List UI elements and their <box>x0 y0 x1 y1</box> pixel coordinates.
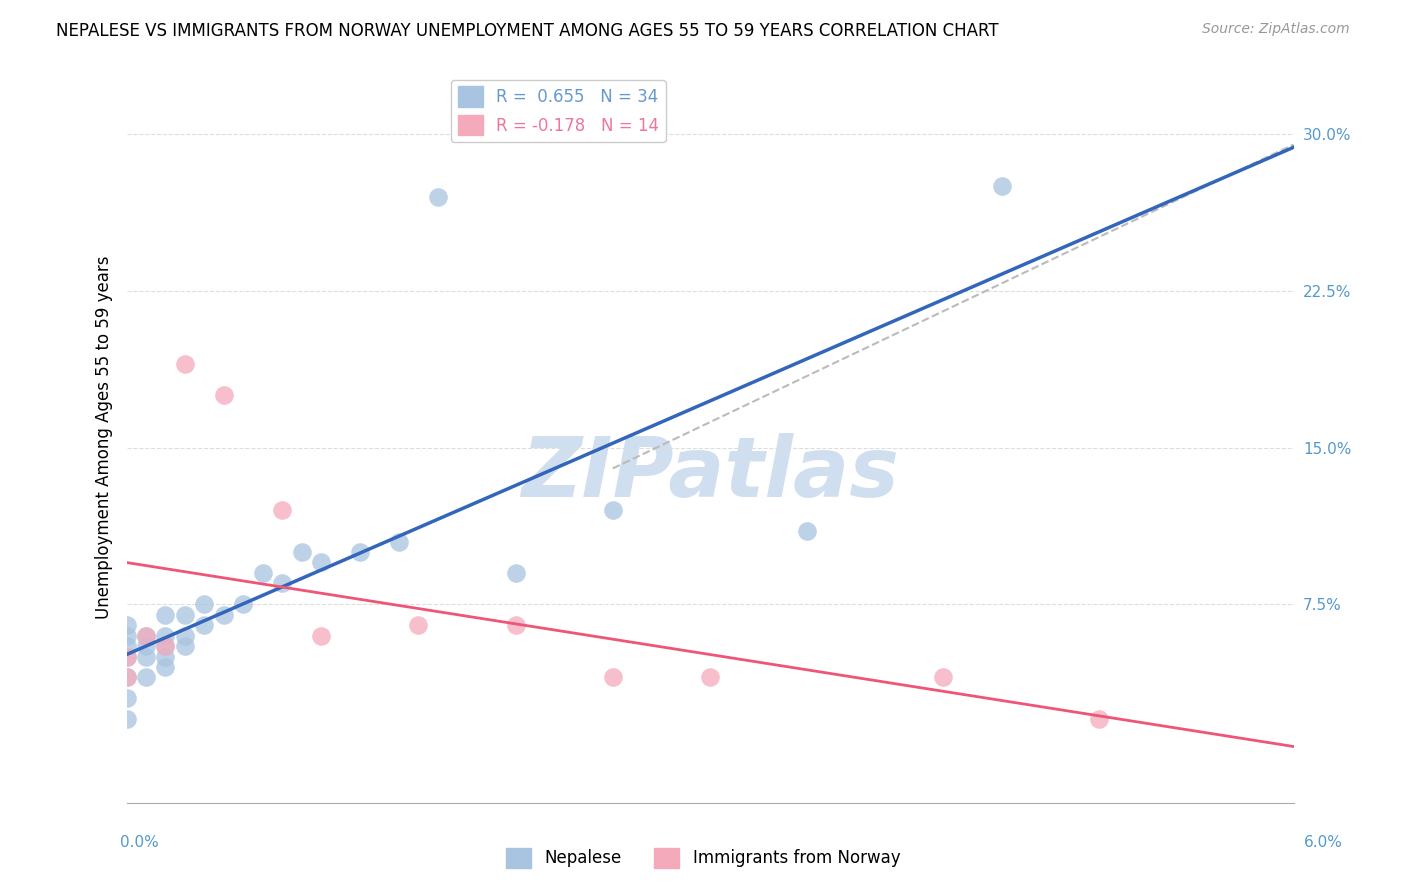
Point <box>309 629 332 643</box>
Point <box>602 503 624 517</box>
Text: NEPALESE VS IMMIGRANTS FROM NORWAY UNEMPLOYMENT AMONG AGES 55 TO 59 YEARS CORREL: NEPALESE VS IMMIGRANTS FROM NORWAY UNEMP… <box>56 22 998 40</box>
Point <box>290 545 312 559</box>
Point <box>155 649 177 664</box>
Point <box>115 618 138 632</box>
Point <box>174 629 197 643</box>
Point <box>212 388 235 402</box>
Point <box>174 607 197 622</box>
Point <box>505 566 527 580</box>
Text: 6.0%: 6.0% <box>1303 836 1343 850</box>
Legend: R =  0.655   N = 34, R = -0.178   N = 14: R = 0.655 N = 34, R = -0.178 N = 14 <box>451 79 665 142</box>
Text: ZIPatlas: ZIPatlas <box>522 434 898 514</box>
Point <box>155 639 177 653</box>
Point <box>349 545 371 559</box>
Text: 0.0%: 0.0% <box>120 836 159 850</box>
Point <box>115 629 138 643</box>
Point <box>602 670 624 684</box>
Point <box>932 670 955 684</box>
Point <box>155 660 177 674</box>
Y-axis label: Unemployment Among Ages 55 to 59 years: Unemployment Among Ages 55 to 59 years <box>94 255 112 619</box>
Point <box>135 639 157 653</box>
Point <box>252 566 274 580</box>
Point <box>505 618 527 632</box>
Point <box>426 190 449 204</box>
Point <box>232 597 254 611</box>
Point <box>271 576 294 591</box>
Point <box>271 503 294 517</box>
Point <box>115 649 138 664</box>
Text: Source: ZipAtlas.com: Source: ZipAtlas.com <box>1202 22 1350 37</box>
Point <box>135 670 157 684</box>
Point <box>115 639 138 653</box>
Point <box>1088 712 1111 726</box>
Point <box>212 607 235 622</box>
Point <box>388 534 411 549</box>
Point <box>193 597 215 611</box>
Point <box>135 649 157 664</box>
Point <box>990 179 1012 194</box>
Point <box>155 629 177 643</box>
Legend: Nepalese, Immigrants from Norway: Nepalese, Immigrants from Norway <box>499 841 907 875</box>
Point <box>115 670 138 684</box>
Point <box>699 670 721 684</box>
Point <box>115 712 138 726</box>
Point <box>309 556 332 570</box>
Point <box>155 607 177 622</box>
Point <box>193 618 215 632</box>
Point <box>155 639 177 653</box>
Point <box>115 649 138 664</box>
Point <box>174 357 197 371</box>
Point <box>135 629 157 643</box>
Point <box>408 618 430 632</box>
Point <box>174 639 197 653</box>
Point <box>135 629 157 643</box>
Point <box>115 670 138 684</box>
Point <box>115 691 138 706</box>
Point <box>796 524 818 538</box>
